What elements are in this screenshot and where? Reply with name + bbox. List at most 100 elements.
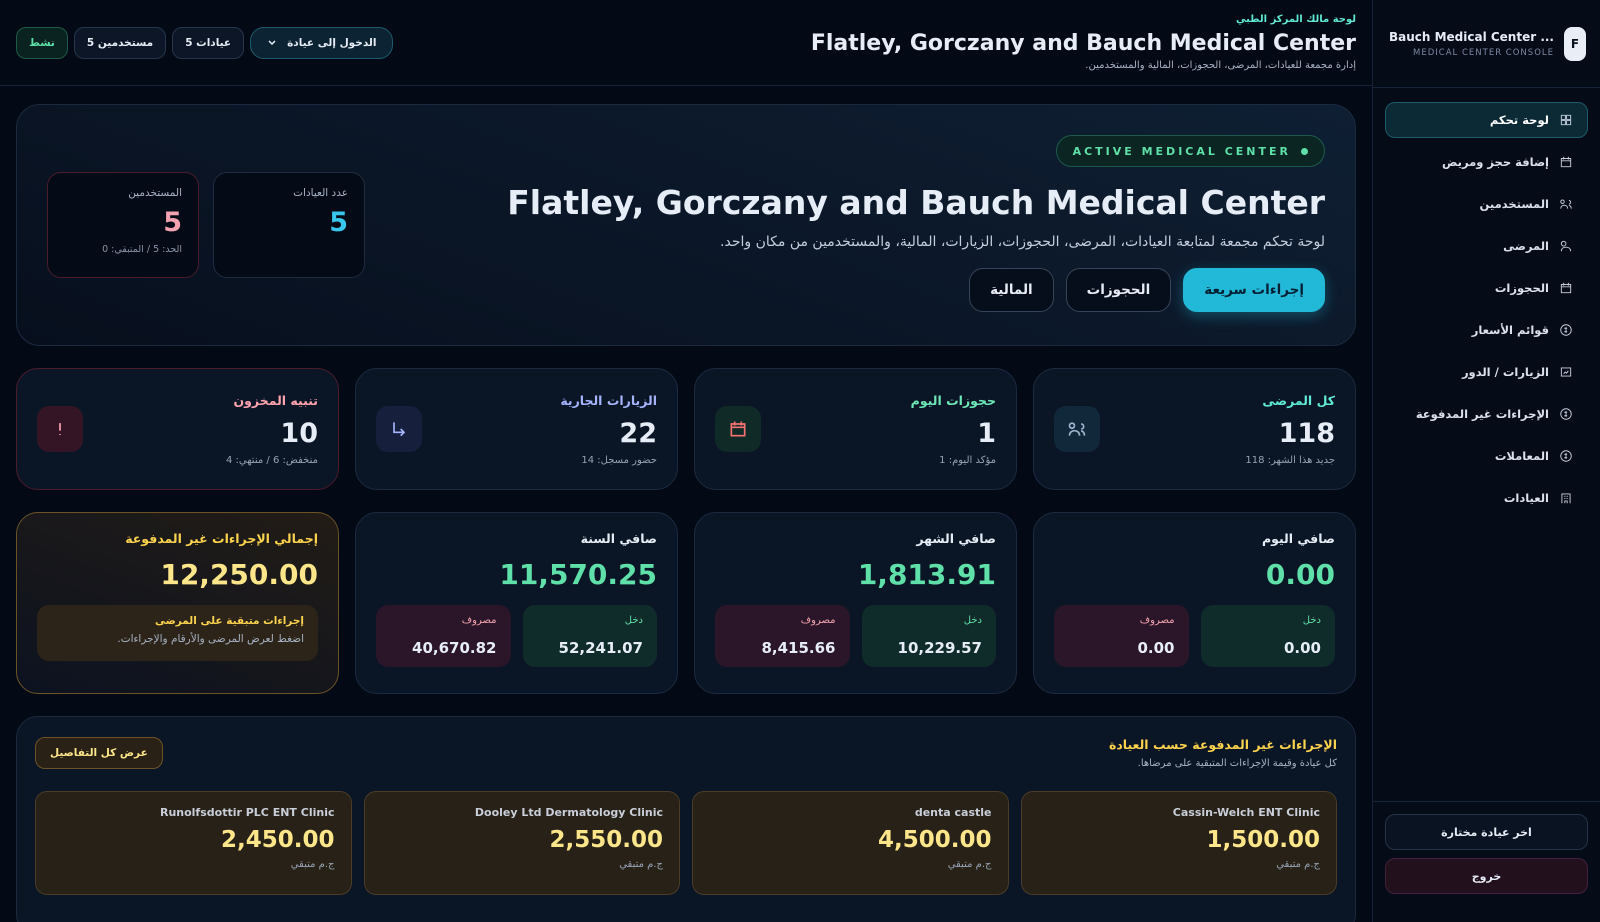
nav-label: الإجراءات غير المدفوعة <box>1415 407 1549 421</box>
button[interactable]: المالية <box>969 268 1054 312</box>
clinic-card[interactable]: Dooley Ltd Dermatology Clinic 2,550.00 ج.م… <box>363 791 680 895</box>
nav-item[interactable]: إضافة حجز ومريض <box>1385 144 1588 180</box>
clinic-cards: Cassin-Welch ENT Clinic 1,500.00 ج.م متبقي… <box>35 791 1337 895</box>
expense-value: 8,415.66 <box>761 639 836 657</box>
nav-label: المعاملات <box>1494 449 1549 463</box>
icon <box>1068 422 1086 436</box>
expense-box: مصروف 8,415.66 <box>715 605 850 667</box>
nav-item[interactable]: الحجوزات <box>1385 270 1588 306</box>
avatar[interactable]: F <box>1564 26 1586 61</box>
section-title: الإجراءات غير المدفوعة حسب العيادة <box>1108 737 1337 752</box>
stat-icon <box>376 406 422 452</box>
unpaid-box[interactable]: إجراءات متبقية على المرضى اضغط لعرض المرض… <box>37 605 318 661</box>
finance-cards: صافي اليوم 0.00 دخل 0.00 مصروف 0.00 صافي الشهر… <box>16 512 1356 694</box>
nav-item[interactable]: الإجراءات غير المدفوعة <box>1385 396 1588 432</box>
nav-item[interactable]: العيادات <box>1385 480 1588 516</box>
chip: عيادات 5 <box>172 26 245 59</box>
stat-cards: كل المرضى 118 جديد هذا الشهر: 118 حجوزات ال… <box>16 368 1356 490</box>
unpaid-title: إجمالي الإجراءات غير المدفوعة <box>125 531 318 546</box>
stat-value: 5 <box>329 207 348 238</box>
chevron <box>268 39 276 45</box>
nav-item[interactable]: لوحة تحكم <box>1385 102 1588 138</box>
header: لوحة مالك المركز الطبي Flatley, Gorczany… <box>0 0 1372 86</box>
nav-icon <box>1560 240 1572 252</box>
nav-icon <box>1561 493 1571 504</box>
header-subtitle: إدارة مجمعة للعيادات، المرضى، الحجوزات، … <box>1085 60 1356 71</box>
clinic-dropdown[interactable]: الدخول إلى عيادة <box>250 26 394 59</box>
income-box: دخل 0.00 <box>1200 605 1335 667</box>
stat-value: 118 <box>1278 417 1335 449</box>
badge-dot <box>1301 147 1308 155</box>
stat-icon <box>37 406 83 452</box>
unpaid-value: 12,250.00 <box>160 558 318 591</box>
stat-title: الزيارات الجارية <box>560 392 657 408</box>
nav-icon <box>1560 282 1572 294</box>
finance-card: صافي اليوم 0.00 دخل 0.00 مصروف 0.00 <box>1033 512 1356 694</box>
nav-icon <box>1560 408 1572 420</box>
stat-note: جديد هذا الشهر: 118 <box>1245 454 1335 466</box>
badge: ACTIVE MEDICAL CENTER <box>1055 135 1325 167</box>
stat-title: كل المرضى <box>1262 392 1335 408</box>
clinic-unit: ج.م متبقي <box>1276 859 1320 870</box>
nav-item[interactable]: المستخدمين <box>1385 186 1588 222</box>
stat-card: كل المرضى 118 جديد هذا الشهر: 118 <box>1033 368 1356 490</box>
button[interactable]: الحجوزات <box>1065 268 1172 312</box>
expense-label: مصروف <box>461 615 497 626</box>
sidebar-button[interactable]: خروج <box>1385 858 1588 894</box>
main: لوحة مالك المركز الطبي Flatley, Gorczany… <box>0 0 1372 922</box>
finance-net: 1,813.91 <box>857 558 996 591</box>
button[interactable]: إجراءات سريعة <box>1183 268 1325 312</box>
nav-label: الزيارات / الدور <box>1461 365 1549 379</box>
income-value: 52,241.07 <box>558 639 643 657</box>
brand: F Bauch Medical Center ... MEDICAL CENTE… <box>1373 0 1600 88</box>
stat-note: منخفض: 6 / منتهي: 4 <box>225 454 318 466</box>
stat-value: 10 <box>280 417 318 449</box>
finance-card: صافي الشهر 1,813.91 دخل 10,229.57 مصروف 8,415… <box>694 512 1017 694</box>
chip: مستخدمين 5 <box>73 26 167 59</box>
clinic-card[interactable]: denta castle 4,500.00 ج.م متبقي <box>692 791 1009 895</box>
stat-value: 22 <box>619 417 657 449</box>
nav-label: قوائم الأسعار <box>1471 323 1549 337</box>
stat-text: الزيارات الجارية 22 حضور مسجل: 14 <box>560 393 657 466</box>
clinic-unit: ج.م متبقي <box>619 859 663 870</box>
stat-text: حجوزات اليوم 1 مؤكد اليوم: 1 <box>911 393 996 466</box>
stat-card: الزيارات الجارية 22 حضور مسجل: 14 <box>355 368 678 490</box>
clinic-card[interactable]: Runolfsdottir PLC ENT Clinic 2,450.00 ج.م … <box>35 791 352 895</box>
nav-item[interactable]: قوائم الأسعار <box>1385 312 1588 348</box>
expense-value: 0.00 <box>1137 639 1175 657</box>
nav-label: لوحة تحكم <box>1489 113 1549 127</box>
stat-card: تنبيه المخزون 10 منخفض: 6 / منتهي: 4 <box>16 368 339 490</box>
nav-item[interactable]: المعاملات <box>1385 438 1588 474</box>
sidebar-button[interactable]: اخر عيادة مختارة <box>1385 814 1588 850</box>
clinic-name: Dooley Ltd Dermatology Clinic <box>474 806 663 819</box>
hero-title: Flatley, Gorczany and Bauch Medical Cent… <box>507 183 1325 222</box>
clinics-section: الإجراءات غير المدفوعة حسب العيادة كل عي… <box>16 716 1356 922</box>
nav-icon <box>1560 324 1572 336</box>
sidebar-footer: اخر عيادة مختارة خروج <box>1373 801 1600 922</box>
stat-icon <box>1054 406 1100 452</box>
nav-icon <box>1560 367 1572 377</box>
unpaid-card: إجمالي الإجراءات غير المدفوعة 12,250.00 إج… <box>16 512 339 694</box>
finance-breakdown: دخل 0.00 مصروف 0.00 <box>1054 605 1335 667</box>
details-button[interactable]: عرض كل التفاصيل <box>35 737 163 769</box>
nav-item[interactable]: المرضى <box>1385 228 1588 264</box>
income-value: 10,229.57 <box>897 639 982 657</box>
stat-icon <box>715 406 761 452</box>
content: ACTIVE MEDICAL CENTER Flatley, Gorczany … <box>0 86 1372 922</box>
clinic-card[interactable]: Cassin-Welch ENT Clinic 1,500.00 ج.م متبقي <box>1020 791 1337 895</box>
stat-value: 1 <box>977 417 996 449</box>
nav-label: الحجوزات <box>1494 281 1549 295</box>
clinic-amount: 4,500.00 <box>878 827 992 853</box>
stat-label: عدد العيادات <box>293 187 348 199</box>
nav-item[interactable]: الزيارات / الدور <box>1385 354 1588 390</box>
hero-stat: المستخدمين 5 الحد: 5 / المتبقي: 0 <box>47 172 199 278</box>
stat-text: كل المرضى 118 جديد هذا الشهر: 118 <box>1245 393 1335 466</box>
section-subtitle: كل عيادة وقيمة الإجراءات المتبقية على مر… <box>1137 758 1337 769</box>
finance-card: صافي السنة 11,570.25 دخل 52,241.07 مصروف 40,6… <box>355 512 678 694</box>
income-label: دخل <box>963 615 982 626</box>
stat-value: 5 <box>163 207 182 238</box>
stat-title: تنبيه المخزون <box>233 392 318 408</box>
nav-icon <box>1560 156 1572 168</box>
section-header: الإجراءات غير المدفوعة حسب العيادة كل عي… <box>35 737 1337 769</box>
